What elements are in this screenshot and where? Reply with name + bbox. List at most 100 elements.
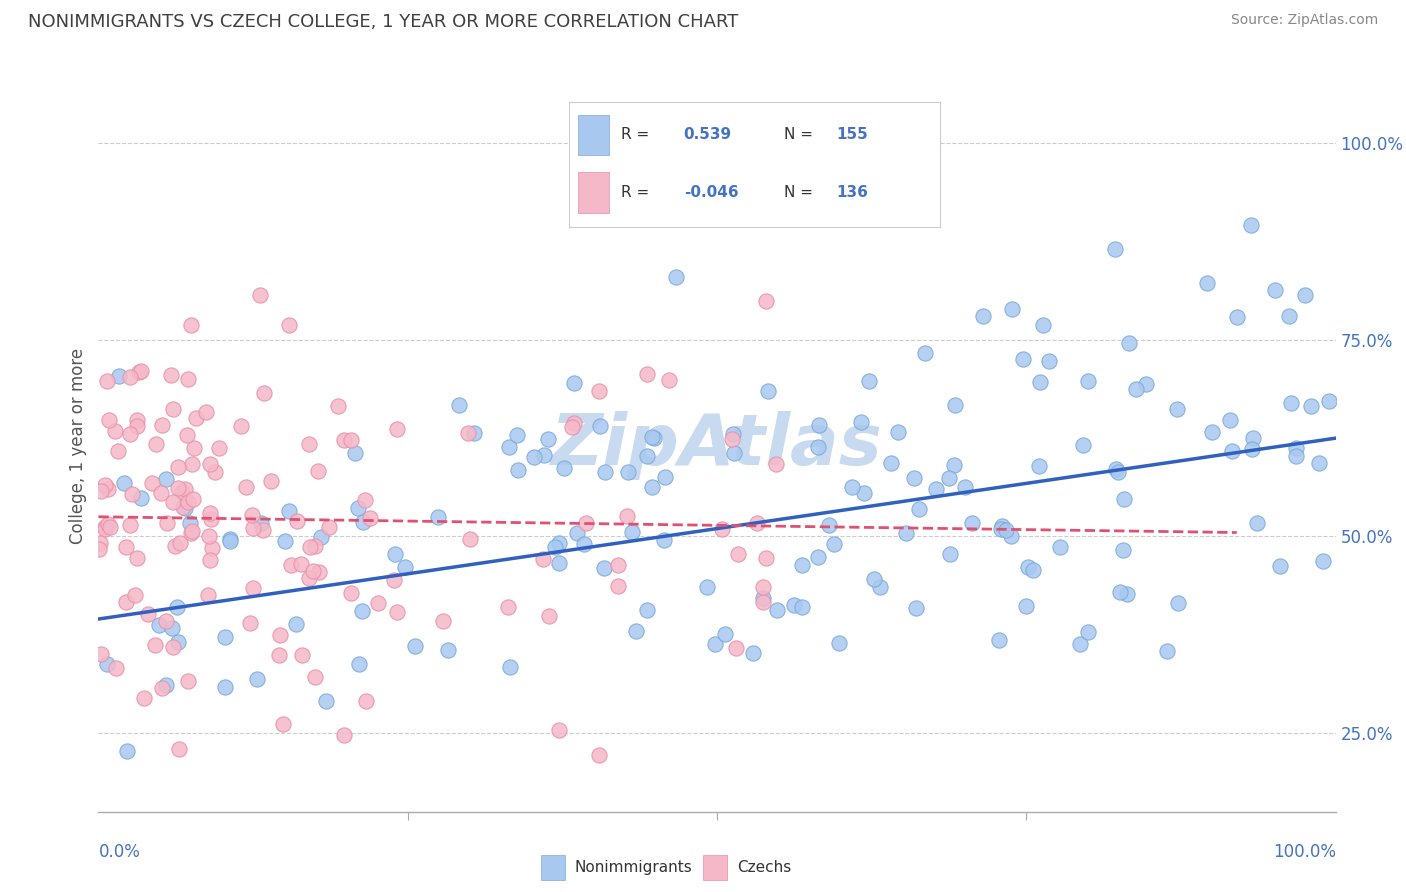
Point <box>641 480 664 494</box>
Point <box>278 318 301 333</box>
Point <box>299 540 322 554</box>
Point <box>1220 444 1243 458</box>
Point <box>107 444 129 458</box>
Point <box>340 586 363 600</box>
Point <box>318 520 340 534</box>
Point <box>938 471 960 485</box>
Point <box>522 450 544 464</box>
Point <box>725 641 748 656</box>
Point <box>326 399 349 413</box>
Point <box>437 642 460 657</box>
Point <box>1049 541 1071 555</box>
Point <box>138 607 160 621</box>
Point <box>1278 310 1301 324</box>
Point <box>588 747 610 762</box>
Point <box>354 694 377 708</box>
Point <box>962 516 984 530</box>
Point <box>285 514 308 528</box>
Point <box>174 483 197 497</box>
Point <box>496 600 519 615</box>
Text: Nonimmigrants: Nonimmigrants <box>575 860 693 875</box>
Point <box>249 287 271 301</box>
Point <box>352 515 374 529</box>
Point <box>880 456 903 470</box>
Point <box>1022 563 1045 577</box>
Point <box>128 365 150 379</box>
Point <box>498 440 520 454</box>
Point <box>537 608 560 623</box>
Point <box>808 417 831 432</box>
Point <box>1028 458 1050 473</box>
Point <box>165 540 187 554</box>
Text: 0.539: 0.539 <box>683 128 731 143</box>
Point <box>1240 218 1263 232</box>
Point <box>346 501 368 516</box>
Point <box>162 621 184 635</box>
Bar <box>541 855 565 880</box>
Point <box>166 599 188 614</box>
Point <box>291 648 314 662</box>
Point <box>752 580 775 594</box>
Point <box>198 553 221 567</box>
Point <box>955 480 977 494</box>
Point <box>1109 585 1132 599</box>
Point <box>252 524 274 538</box>
Point <box>121 487 143 501</box>
Point <box>309 530 332 544</box>
Point <box>721 427 744 442</box>
Point <box>253 386 276 401</box>
Point <box>385 605 408 619</box>
Point <box>177 495 200 509</box>
Point <box>990 519 1012 533</box>
Point <box>925 482 948 496</box>
Point <box>201 541 224 556</box>
Point <box>790 558 813 572</box>
Point <box>229 419 252 434</box>
Point <box>1201 425 1223 439</box>
Point <box>807 440 830 454</box>
Point <box>343 446 366 460</box>
Point <box>658 373 681 387</box>
Point <box>1241 431 1264 445</box>
Point <box>593 560 616 574</box>
Point <box>1116 587 1139 601</box>
Point <box>818 518 841 533</box>
Point <box>1135 376 1157 391</box>
Point <box>97 413 120 427</box>
Point <box>156 516 179 530</box>
Point <box>1118 335 1140 350</box>
Point <box>1069 637 1091 651</box>
Point <box>94 477 117 491</box>
Point <box>242 508 264 522</box>
Point <box>173 500 195 515</box>
Point <box>350 604 373 618</box>
Point <box>862 572 884 586</box>
Point <box>537 432 560 446</box>
Point <box>607 558 630 572</box>
Point <box>404 639 426 653</box>
Point <box>1308 456 1330 470</box>
Point <box>166 635 188 649</box>
Text: Czechs: Czechs <box>737 860 792 875</box>
Point <box>561 420 583 434</box>
Point <box>238 615 260 630</box>
Point <box>129 491 152 505</box>
Point <box>89 542 111 557</box>
Point <box>394 560 416 574</box>
Point <box>606 579 628 593</box>
Point <box>353 492 375 507</box>
Point <box>271 717 294 731</box>
Text: Source: ZipAtlas.com: Source: ZipAtlas.com <box>1230 13 1378 28</box>
Point <box>1156 644 1178 658</box>
Point <box>145 436 167 450</box>
Point <box>94 522 117 536</box>
Point <box>548 723 571 737</box>
Point <box>347 657 370 671</box>
Point <box>792 599 814 614</box>
Point <box>636 450 658 464</box>
Point <box>141 476 163 491</box>
Point <box>427 509 450 524</box>
Point <box>752 591 775 606</box>
Point <box>720 432 742 446</box>
Point <box>115 540 138 554</box>
